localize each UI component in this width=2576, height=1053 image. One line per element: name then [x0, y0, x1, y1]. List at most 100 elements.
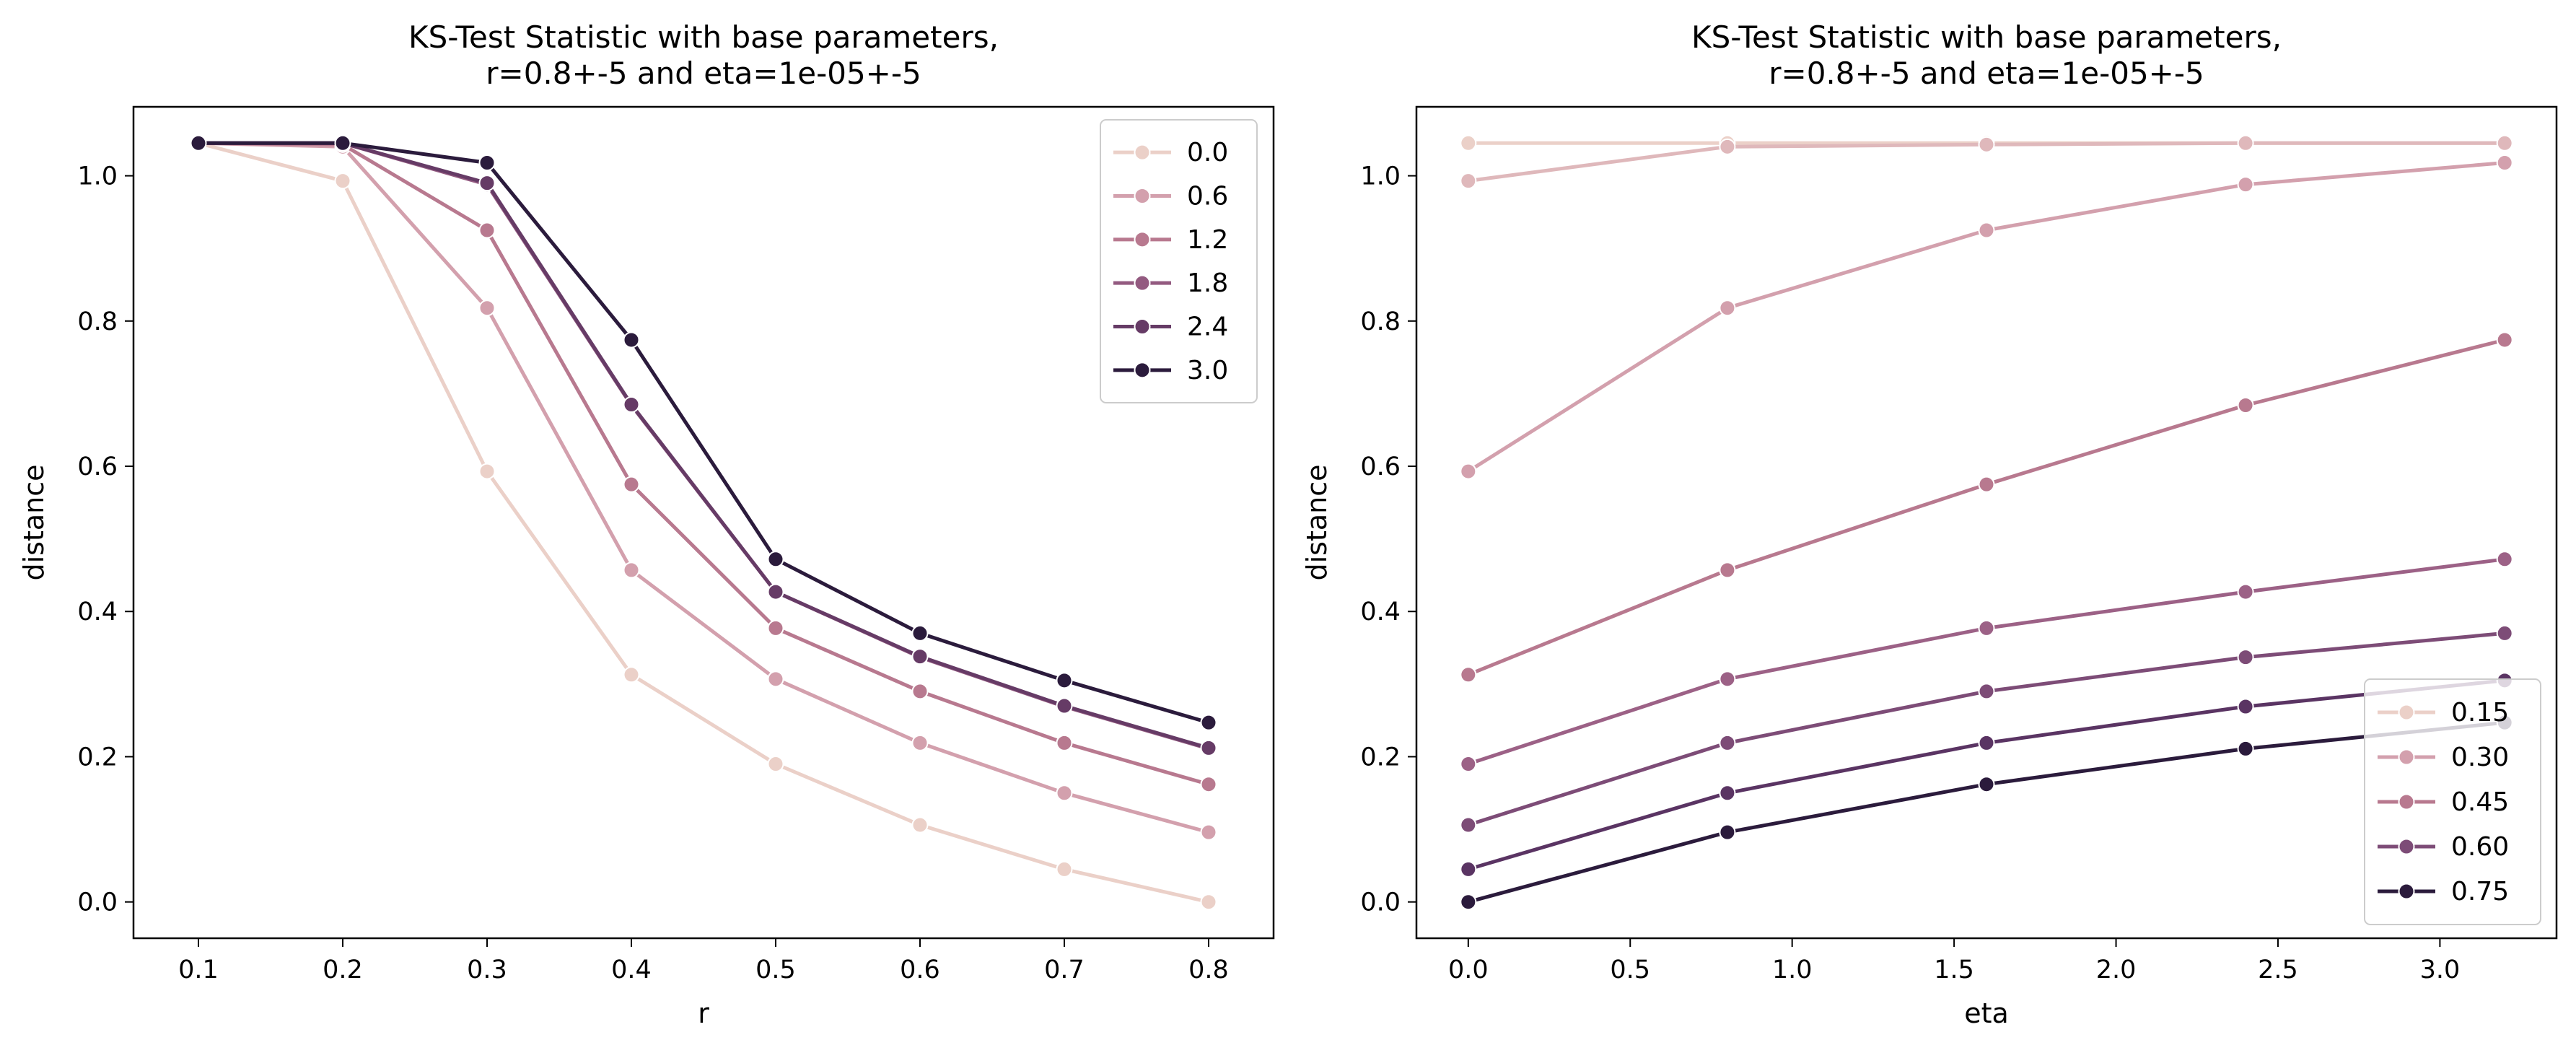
data-point	[1978, 476, 1995, 493]
legend-marker	[1134, 188, 1151, 204]
x-tick-label: 0.0	[1448, 956, 1489, 984]
series-line	[196, 141, 1211, 751]
legend-entry: 3.0	[1113, 356, 1228, 385]
series-0.0	[190, 134, 1217, 911]
x-tick-label: 1.0	[1772, 956, 1813, 984]
legend-box	[1100, 119, 1258, 403]
data-point	[767, 583, 784, 600]
data-point	[2496, 331, 2513, 349]
data-point	[1978, 136, 1995, 153]
data-point	[1200, 823, 1217, 841]
data-point	[1978, 222, 1995, 239]
legend-label: 0.15	[2451, 698, 2509, 728]
chart-2-title-line-2: r=0.8+-5 and eta=1e-05+-5	[1769, 56, 2204, 91]
data-point	[478, 222, 496, 239]
legend-label: 0.30	[2451, 743, 2509, 772]
series-1.2	[190, 134, 1217, 793]
x-tick-label: 1.5	[1934, 956, 1974, 984]
y-tick-label: 0.0	[77, 888, 118, 917]
data-point	[1719, 823, 1736, 841]
data-point	[1056, 860, 1073, 878]
x-tick-label: 0.5	[755, 956, 796, 984]
data-point	[911, 648, 929, 665]
data-point	[478, 154, 496, 171]
data-point	[767, 551, 784, 568]
data-point	[1200, 893, 1217, 911]
y-tick-label: 0.6	[77, 453, 118, 481]
legend-entry: 0.15	[2378, 698, 2509, 728]
y-axis-label: distance	[1301, 464, 1333, 580]
data-point	[334, 134, 351, 152]
data-point	[478, 463, 496, 480]
data-point	[478, 300, 496, 317]
legend-marker	[2398, 748, 2415, 766]
series-line	[196, 141, 1211, 750]
data-point	[1460, 860, 1477, 878]
series-line	[196, 141, 1211, 834]
x-tick-label: 0.5	[1610, 956, 1650, 984]
data-point	[1719, 734, 1736, 751]
legend-label: 1.8	[1187, 268, 1228, 298]
legend-entry: 0.60	[2378, 832, 2509, 862]
data-point	[2237, 176, 2254, 193]
data-point	[623, 562, 640, 579]
legend-marker	[1134, 144, 1151, 161]
legend-box	[2364, 678, 2541, 925]
legend-label: 0.6	[1187, 182, 1228, 211]
plot-frame	[1415, 105, 2558, 940]
x-tick-label: 0.2	[323, 956, 363, 984]
data-point	[1978, 619, 1995, 637]
series-line	[196, 141, 1211, 725]
legend-label: 2.4	[1187, 313, 1228, 342]
legend-label: 1.2	[1187, 225, 1228, 255]
chart-1: KS-Test Statistic with base parameters,r…	[18, 19, 1275, 1029]
y-tick-label: 0.2	[77, 743, 118, 772]
x-tick-label: 0.6	[900, 956, 940, 984]
data-point	[2496, 551, 2513, 568]
data-point	[1460, 172, 1477, 190]
y-tick-label: 1.0	[77, 162, 118, 191]
legend-label: 0.75	[2451, 877, 2509, 906]
series-0.7	[1460, 672, 2513, 878]
data-point	[1460, 893, 1477, 911]
data-point	[911, 624, 929, 642]
data-point	[1200, 739, 1217, 756]
data-point	[190, 134, 207, 152]
data-point	[1978, 683, 1995, 700]
x-tick-label: 2.5	[2258, 956, 2298, 984]
legend-marker	[2398, 704, 2415, 721]
data-point	[623, 476, 640, 493]
y-axis-label: distance	[18, 464, 50, 580]
data-point	[623, 331, 640, 349]
series-2.4	[190, 134, 1217, 756]
legend-marker	[1134, 362, 1151, 379]
data-point	[2496, 624, 2513, 642]
y-tick-label: 0.4	[1360, 598, 1401, 626]
data-point	[1460, 134, 1477, 152]
x-tick-label: 0.1	[178, 956, 219, 984]
legend-label: 3.0	[1187, 356, 1228, 385]
legend-marker	[1134, 231, 1151, 248]
x-tick-label: 2.0	[2096, 956, 2137, 984]
data-point	[911, 816, 929, 834]
data-point	[623, 666, 640, 683]
legend-entry: 1.8	[1113, 268, 1228, 298]
legend-entry: 0.6	[1113, 182, 1228, 211]
legend-marker	[2398, 793, 2415, 810]
x-tick-label: 0.3	[467, 956, 507, 984]
legend-entry: 2.4	[1113, 313, 1228, 342]
chart-1-title-line-2: r=0.8+-5 and eta=1e-05+-5	[486, 56, 921, 91]
legend-marker	[2398, 838, 2415, 855]
data-point	[911, 734, 929, 751]
legend-entry: 0.75	[2378, 877, 2509, 906]
y-tick-label: 0.4	[77, 598, 118, 626]
series-0.3	[1460, 154, 2513, 480]
series-0.5	[1460, 551, 2513, 773]
data-point	[2237, 134, 2254, 152]
legend: 0.0 0.6 1.2 1.8 2.4 3.0	[1100, 119, 1258, 403]
data-point	[1200, 714, 1217, 731]
data-point	[1056, 734, 1073, 751]
data-point	[911, 683, 929, 700]
data-point	[1719, 670, 1736, 688]
data-point	[623, 396, 640, 414]
